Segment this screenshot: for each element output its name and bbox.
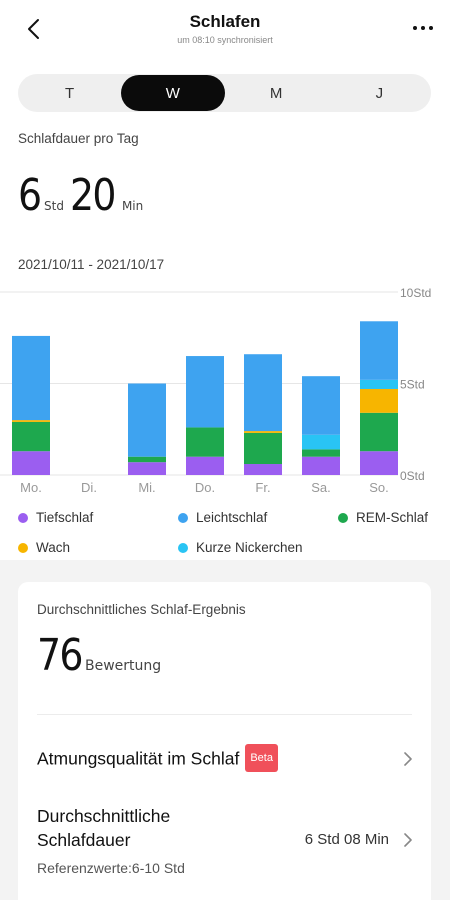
bar-segment	[244, 354, 282, 432]
legend-label: Leichtschlaf	[196, 510, 268, 525]
bar-segment	[302, 456, 340, 475]
x-tick-label: Mi.	[138, 480, 155, 495]
legend-label: REM-Schlaf	[356, 510, 429, 525]
avg-duration-label-line2: Schlafdauer	[37, 830, 131, 850]
bar-segment	[128, 383, 166, 457]
y-tick-label: 0Std	[400, 469, 425, 483]
bar-segment	[12, 451, 50, 475]
bar-segment	[302, 434, 340, 450]
sleep-overview: Schlafen um 08:10 synchronisiert T W M J…	[0, 0, 450, 555]
avg-duration-row[interactable]: Durchschnittliche Schlafdauer 6 Std 08 M…	[18, 800, 431, 900]
legend-item: Leichtschlaf	[178, 510, 267, 525]
legend-item: Tiefschlaf	[18, 510, 93, 525]
dot-icon	[429, 26, 433, 30]
duration-value: 6 Std 20 Min	[18, 170, 149, 221]
avg-duration-reference: Referenzwerte:6-10 Std	[37, 860, 185, 876]
date-range: 2021/10/11 - 2021/10/17	[18, 257, 165, 272]
back-button[interactable]	[18, 14, 48, 44]
breathing-quality-label: Atmungsqualität im Schlaf Beta	[37, 744, 278, 774]
score-value: 76 Bewertung	[37, 630, 161, 681]
legend-dot-icon	[178, 542, 188, 553]
bar-segment	[186, 456, 224, 475]
x-tick-label: So.	[369, 480, 389, 495]
x-tick-label: Di.	[81, 480, 97, 495]
legend-dot-icon	[178, 512, 188, 523]
duration-minutes: 20	[69, 170, 116, 221]
legend-dot-icon	[338, 512, 348, 523]
breathing-quality-text: Atmungsqualität im Schlaf	[37, 748, 240, 769]
legend-item: REM-Schlaf	[338, 510, 428, 525]
avg-duration-value: 6 Std 08 Min	[304, 831, 389, 848]
legend-dot-icon	[18, 512, 28, 523]
chevron-right-icon	[404, 833, 412, 847]
tab-month[interactable]: M	[269, 84, 283, 102]
x-tick-label: Sa.	[311, 480, 331, 495]
bar-segment	[244, 432, 282, 465]
bar-segment	[360, 451, 398, 475]
bar-segment	[128, 456, 166, 463]
score-label: Durchschnittliches Schlaf-Ergebnis	[37, 602, 246, 617]
details-card: Durchschnittliches Schlaf-Ergebnis 76 Be…	[18, 582, 431, 900]
bar-segment	[302, 376, 340, 435]
beta-badge: Beta	[245, 744, 278, 772]
x-tick-label: Fr.	[255, 480, 270, 495]
period-selector: T W M J	[18, 74, 431, 112]
x-tick-label: Do.	[195, 480, 215, 495]
header: Schlafen um 08:10 synchronisiert	[0, 0, 450, 60]
tab-year[interactable]: J	[375, 84, 384, 102]
bar-segment	[186, 427, 224, 457]
tab-week[interactable]: W	[121, 75, 225, 111]
score-unit: Bewertung	[85, 658, 162, 674]
bar-segment	[360, 412, 398, 452]
page-title: Schlafen	[189, 12, 261, 31]
bar-segment	[302, 449, 340, 457]
bar-segment	[360, 321, 398, 380]
tab-day[interactable]: T	[65, 84, 75, 102]
bar-segment	[128, 462, 166, 475]
divider	[37, 714, 412, 715]
breathing-quality-row[interactable]: Atmungsqualität im Schlaf Beta	[18, 734, 431, 784]
duration-minutes-unit: Min	[121, 199, 144, 213]
legend-label: Wach	[36, 540, 71, 555]
bar-segment	[244, 464, 282, 475]
more-button[interactable]	[408, 16, 438, 40]
legend-item: Wach	[18, 540, 70, 555]
bar-segment	[186, 356, 224, 428]
x-tick-label: Mo.	[20, 480, 42, 495]
bar-segment	[360, 388, 398, 413]
duration-label: Schlafdauer pro Tag	[18, 131, 139, 146]
sync-status: um 08:10 synchronisiert	[177, 35, 273, 45]
duration-hours-unit: Std	[44, 199, 64, 213]
bar-segment	[12, 335, 50, 421]
sleep-chart-svg: 0Std 5Std 10Std Mo. Di. Mi. Do. Fr. Sa. So.	[0, 286, 431, 495]
dot-icon	[421, 26, 425, 30]
chevron-right-icon	[404, 752, 412, 766]
bar-segment	[12, 421, 50, 452]
bar-segment	[12, 420, 50, 422]
score-number: 76	[37, 630, 83, 681]
legend-dot-icon	[18, 542, 28, 553]
dot-icon	[413, 26, 417, 30]
y-tick-label: 10Std	[400, 286, 431, 300]
duration-hours: 6	[18, 170, 42, 221]
details-section: Durchschnittliches Schlaf-Ergebnis 76 Be…	[0, 560, 450, 900]
sleep-chart[interactable]: 0Std 5Std 10Std Mo. Di. Mi. Do. Fr. Sa. So.	[0, 280, 450, 500]
y-tick-label: 5Std	[400, 378, 425, 392]
chevron-left-icon	[28, 19, 39, 39]
bar-segment	[244, 431, 282, 433]
avg-duration-label-line1: Durchschnittliche	[37, 806, 171, 826]
legend-item: Kurze Nickerchen	[178, 540, 303, 555]
bar-segment	[360, 379, 398, 389]
legend-label: Kurze Nickerchen	[196, 540, 303, 555]
legend-label: Tiefschlaf	[36, 510, 94, 525]
